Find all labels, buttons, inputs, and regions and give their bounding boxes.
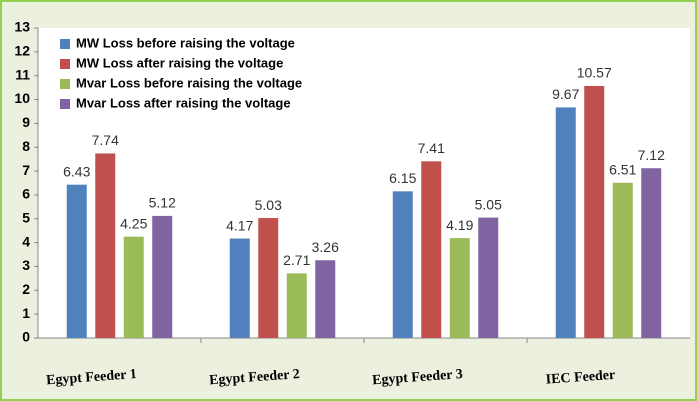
data-label: 5.03 <box>255 197 282 213</box>
data-label: 9.67 <box>552 86 579 102</box>
data-label: 4.25 <box>120 215 147 231</box>
bar <box>152 215 173 338</box>
data-label: 5.05 <box>475 196 502 212</box>
legend-label: MW Loss after raising the voltage <box>76 55 283 70</box>
y-tick-label: 9 <box>22 114 30 130</box>
bar <box>229 238 250 338</box>
y-tick-label: 11 <box>15 66 30 82</box>
y-tick-label: 2 <box>22 281 30 297</box>
legend-label: Mvar Loss before raising the voltage <box>76 75 302 90</box>
bar <box>449 238 470 338</box>
bar <box>258 218 279 338</box>
bar <box>641 168 662 338</box>
legend-label: Mvar Loss after raising the voltage <box>76 95 291 110</box>
legend-marker <box>60 39 70 49</box>
data-label: 6.51 <box>609 161 636 177</box>
x-tick-label: Egypt Feeder 3 <box>372 367 464 388</box>
bar <box>286 273 307 338</box>
y-tick-label: 3 <box>22 257 30 273</box>
data-label: 7.74 <box>92 132 119 148</box>
data-label: 6.43 <box>63 163 90 179</box>
bar <box>478 217 499 338</box>
bar <box>315 260 336 338</box>
x-tick-label: Egypt Feeder 1 <box>46 367 138 388</box>
bar <box>123 236 144 338</box>
y-tick-label: 10 <box>14 90 30 106</box>
bar <box>555 107 576 339</box>
y-tick-label: 12 <box>14 43 30 59</box>
plot-area <box>38 28 690 338</box>
y-tick-label: 8 <box>22 138 30 154</box>
legend-marker <box>60 99 70 109</box>
y-tick-label: 4 <box>22 233 30 249</box>
legend-marker <box>60 79 70 89</box>
y-tick-label: 5 <box>22 209 30 225</box>
bar <box>612 182 633 338</box>
data-label: 4.17 <box>226 217 253 233</box>
y-tick-label: 0 <box>22 329 30 345</box>
data-label: 5.12 <box>149 195 176 211</box>
bar <box>95 153 116 338</box>
data-label: 6.15 <box>389 170 416 186</box>
data-label: 3.26 <box>312 239 339 255</box>
bar <box>421 161 442 338</box>
legend-marker <box>60 59 70 69</box>
data-label: 7.12 <box>638 147 665 163</box>
y-tick-label: 7 <box>22 162 30 178</box>
bar <box>584 85 605 338</box>
x-tick-label: Egypt Feeder 2 <box>209 367 301 388</box>
bar <box>66 184 87 338</box>
x-tick-label: IEC Feeder <box>545 368 615 388</box>
y-tick-label: 13 <box>14 19 30 35</box>
y-tick-label: 1 <box>22 305 30 321</box>
data-label: 2.71 <box>283 252 310 268</box>
data-label: 7.41 <box>418 140 445 156</box>
legend-label: MW Loss before raising the voltage <box>76 35 295 50</box>
y-tick-label: 6 <box>22 186 30 202</box>
data-label: 10.57 <box>577 65 612 81</box>
bar <box>392 191 413 338</box>
data-label: 4.19 <box>446 217 473 233</box>
